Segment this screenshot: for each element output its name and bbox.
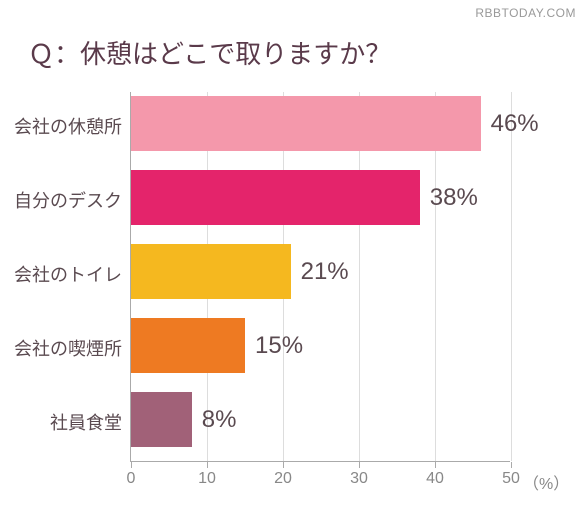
bar-label: 会社のトイレ bbox=[0, 261, 122, 287]
x-tick bbox=[207, 462, 208, 468]
x-tick bbox=[435, 462, 436, 468]
chart-area: 0 10 20 30 40 50（%） 46% 38% 21% 15% 8% 会社の休憩所自分のデス… bbox=[0, 92, 586, 512]
bar-label: 社員食堂 bbox=[0, 409, 122, 435]
x-tick bbox=[359, 462, 360, 468]
bar-row: 46% bbox=[131, 96, 539, 151]
chart-title: Ｑ：休憩はどこで取りますか？ bbox=[28, 34, 391, 71]
bar bbox=[131, 392, 192, 447]
bar bbox=[131, 96, 481, 151]
x-tick bbox=[283, 462, 284, 468]
bar-label: 会社の休憩所 bbox=[0, 113, 122, 139]
x-tick-label: 40 bbox=[426, 470, 444, 488]
x-tick-label: 20 bbox=[274, 470, 292, 488]
bar-label: 自分のデスク bbox=[0, 187, 122, 213]
bar-value: 46% bbox=[491, 110, 539, 138]
bar-row: 38% bbox=[131, 170, 478, 225]
bar-row: 8% bbox=[131, 392, 236, 447]
watermark: RBBTODAY.COM bbox=[475, 6, 576, 20]
bar-row: 21% bbox=[131, 244, 349, 299]
bar-value: 15% bbox=[255, 332, 303, 360]
bar-row: 15% bbox=[131, 318, 303, 373]
x-tick-label: 30 bbox=[350, 470, 368, 488]
bar-value: 8% bbox=[202, 406, 237, 434]
bar bbox=[131, 244, 291, 299]
x-tick bbox=[511, 462, 512, 468]
plot-region: 01020304050（%）46%38%21%15%8% bbox=[130, 92, 510, 462]
x-tick bbox=[131, 462, 132, 468]
x-axis-unit: （%） bbox=[523, 470, 569, 494]
bar bbox=[131, 318, 245, 373]
bar-label: 会社の喫煙所 bbox=[0, 335, 122, 361]
bar-value: 21% bbox=[301, 258, 349, 286]
x-tick-label: 0 bbox=[127, 470, 136, 488]
x-tick-label: 50 bbox=[502, 470, 520, 488]
bar bbox=[131, 170, 420, 225]
x-tick-label: 10 bbox=[198, 470, 216, 488]
bar-value: 38% bbox=[430, 184, 478, 212]
